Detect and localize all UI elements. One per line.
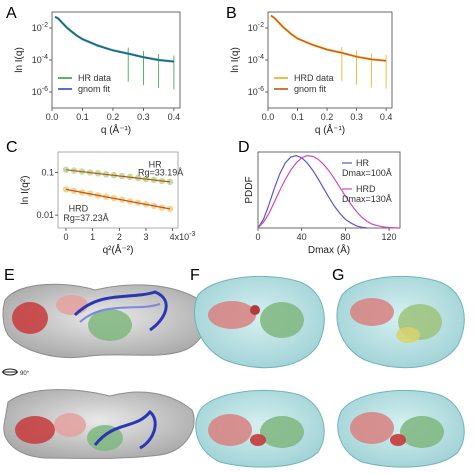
- series-line-fit: [270, 15, 387, 62]
- panel-label-c: C: [6, 139, 18, 156]
- panel-label-b: B: [226, 5, 237, 22]
- x-tick-label: 1: [90, 232, 95, 242]
- legend-label: gnom fit: [78, 84, 111, 94]
- structure-e-top: [2, 283, 208, 359]
- rotation-marker: 90°: [2, 368, 30, 377]
- annotation-label: HRD: [69, 204, 89, 214]
- x-tick-label: 0: [63, 232, 68, 242]
- series-line-data: [54, 15, 175, 63]
- x-tick-label: 0.4: [168, 112, 181, 122]
- x-tick-label: 0.1: [76, 112, 89, 122]
- rotation-label: 90°: [20, 371, 30, 377]
- legend-label: HR: [356, 158, 369, 168]
- y-tick-label: 10-6: [32, 86, 48, 97]
- y-axis-label: PDDF: [244, 176, 255, 203]
- legend-label: HR data: [78, 73, 111, 83]
- legend-label: HRD: [356, 184, 376, 194]
- y-tick-label: 10-4: [32, 54, 48, 65]
- protein-red-domain: [12, 302, 48, 334]
- saxs-curve-hr-chart: 0.0 0.1 0.2 0.3 0.4 10-2 10-4 10-6 q (Å⁻¹) ln I(q…: [14, 11, 181, 136]
- series-line-fit: [54, 16, 174, 63]
- protein-pink-domain: [56, 295, 88, 315]
- x-tick-label: 0.4: [380, 112, 393, 122]
- x-axis-label: q²(Å⁻²): [103, 243, 134, 256]
- x-tick-label: 0.3: [350, 112, 363, 122]
- x-axis-label: q (Å⁻¹): [101, 123, 131, 136]
- legend-sublabel: Dmax=100Å: [342, 168, 392, 178]
- panel-label-f: F: [190, 267, 200, 284]
- y-tick-label: 10-2: [248, 22, 264, 33]
- legend-sublabel: Dmax=130Å: [342, 194, 392, 204]
- plot-frame: [257, 151, 401, 229]
- y-tick-label: 10-6: [248, 86, 264, 97]
- x-tick-label: 0.3: [137, 112, 150, 122]
- fit-line-hrd: [65, 188, 171, 210]
- structure-e-bottom: [3, 389, 195, 459]
- legend-label: gnom fit: [294, 84, 327, 94]
- panel-label-a: A: [6, 5, 17, 22]
- annotation-label: Rg=33.19Å: [138, 167, 183, 177]
- structure-g-bottom: [337, 389, 465, 468]
- x-tick-label: 0: [255, 232, 260, 242]
- x-tick-label: 0.0: [46, 112, 59, 122]
- structure-f-bottom: [195, 389, 325, 468]
- pddf-curve-hr: [257, 154, 368, 229]
- x-tick-label: 4x10-3: [170, 231, 196, 242]
- panel-label-d: D: [238, 139, 250, 156]
- x-tick-label: 120: [382, 232, 397, 242]
- pddf-curve-hrd: [257, 155, 401, 229]
- x-tick-label: 0.2: [107, 112, 120, 122]
- structure-f-top: [194, 275, 325, 369]
- y-tick-label: 0.01: [36, 210, 54, 220]
- dna-helix: [73, 290, 168, 332]
- x-tick-label: 0.1: [291, 112, 304, 122]
- x-tick-label: 2: [117, 232, 122, 242]
- annotation-label: HR: [149, 160, 162, 170]
- y-axis-label: ln I(q²): [20, 176, 31, 205]
- x-tick-label: 0.2: [321, 112, 334, 122]
- saxs-curve-hrd-chart: 0.0 0.1 0.2 0.3 0.4 10-2 10-4 10-6 q (Å⁻¹) ln I(q…: [230, 11, 393, 136]
- x-tick-label: 0.0: [262, 112, 275, 122]
- panel-label-g: G: [332, 267, 344, 284]
- x-tick-label: 3: [143, 232, 148, 242]
- panel-label-e: E: [4, 267, 15, 284]
- x-tick-label: 80: [340, 232, 350, 242]
- guinier-plot-chart: 0 1 2 3 4x10-3 0.1 0.01 q²(Å⁻²) ln I(q²) HRRg=33.…: [20, 151, 196, 256]
- structure-g-top: [336, 275, 465, 369]
- x-tick-label: 40: [297, 232, 307, 242]
- series-line-data: [270, 14, 387, 62]
- protein-green-domain: [88, 309, 132, 341]
- y-tick-label: 10-4: [248, 54, 264, 65]
- y-axis-label: ln I(q): [230, 47, 241, 73]
- y-tick-label: 10-2: [32, 22, 48, 33]
- y-tick-label: 0.1: [41, 167, 54, 177]
- annotation-label: Rg=37.23Å: [63, 213, 108, 223]
- fit-line-hr: [65, 169, 171, 183]
- x-axis-label: q (Å⁻¹): [315, 123, 345, 136]
- plot-frame: [57, 151, 179, 229]
- y-axis-label: ln I(q): [14, 47, 25, 73]
- legend-label: HRD data: [294, 73, 334, 83]
- envelope-grey-bottom: [3, 389, 195, 459]
- x-axis-label: Dmax (Å): [308, 243, 350, 256]
